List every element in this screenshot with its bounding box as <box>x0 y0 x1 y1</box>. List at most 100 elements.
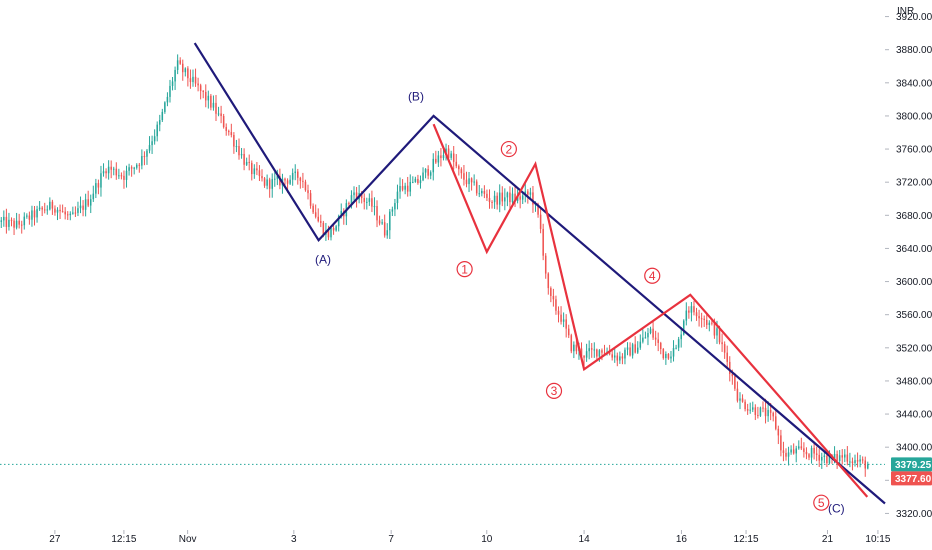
candle-body <box>859 459 861 462</box>
candle-body <box>739 398 741 401</box>
candle-body <box>828 455 831 464</box>
candle-body <box>5 216 8 227</box>
candle-body <box>169 85 171 97</box>
candle-body <box>97 183 100 188</box>
candle-body <box>826 455 828 464</box>
candle-body <box>716 328 718 336</box>
candle-body <box>621 356 624 359</box>
candle-body <box>148 145 151 151</box>
candle-body <box>184 68 187 73</box>
candle-body <box>805 451 808 455</box>
candle-body <box>297 171 299 178</box>
candle-body <box>151 141 153 146</box>
candle-body <box>478 193 481 195</box>
candle-body <box>473 181 475 183</box>
candle-body <box>10 219 13 221</box>
wave-label-circle <box>456 261 473 278</box>
candle-body <box>118 175 120 177</box>
candle-body <box>493 195 496 203</box>
secondary-price-tag-text: 3377.60 <box>895 474 932 485</box>
candle-body <box>348 203 350 205</box>
candle-body <box>207 95 210 101</box>
candle-body <box>28 215 31 220</box>
y-tick-label: 3440.00 <box>896 410 932 421</box>
candle-body <box>785 452 787 457</box>
candle-body <box>84 199 87 210</box>
wave-label: 4 <box>649 269 656 283</box>
candle-body <box>647 333 649 338</box>
x-tick-label: 7 <box>388 534 394 545</box>
candle-body <box>808 454 810 458</box>
candle-body <box>355 192 358 200</box>
candle-body <box>626 347 629 350</box>
candle-body <box>636 347 639 353</box>
y-tick-label: 3680.00 <box>896 211 932 222</box>
candle-body <box>844 454 846 458</box>
candle-body <box>450 153 452 158</box>
candle-body <box>762 407 764 409</box>
candle-body <box>836 453 838 462</box>
wave-label-circle <box>644 267 661 284</box>
candle-body <box>20 224 23 226</box>
candle-body <box>340 210 343 217</box>
wave-line-abc[interactable] <box>193 42 886 505</box>
candle-body <box>667 353 670 359</box>
candle-body <box>330 228 332 238</box>
candle-body <box>631 344 634 356</box>
candle-body <box>818 454 820 461</box>
candle-body <box>314 212 317 217</box>
candle-body <box>867 464 869 469</box>
candle-body <box>404 185 406 190</box>
candle-body <box>838 455 841 462</box>
candle-body <box>455 161 458 167</box>
candle-body <box>677 339 680 348</box>
candle-body <box>565 319 567 329</box>
candle-body <box>700 318 703 320</box>
candle-body <box>514 193 516 201</box>
candle-body <box>539 214 542 229</box>
candle-body <box>728 361 731 374</box>
candle-body <box>659 342 662 349</box>
candle-body <box>754 407 757 415</box>
candle-body <box>279 176 281 186</box>
candle-body <box>240 153 243 156</box>
candle-body <box>130 167 133 169</box>
candle-body <box>74 212 77 214</box>
candle-body <box>544 255 547 274</box>
x-tick-label: 10:15 <box>865 534 890 545</box>
candle-body <box>18 220 20 225</box>
y-tick-label: 3800.00 <box>896 111 932 122</box>
x-tick-label: 10 <box>481 534 493 545</box>
candle-body <box>560 314 562 322</box>
candle-body <box>746 409 749 411</box>
candle-body <box>705 319 708 325</box>
candle-body <box>56 209 59 213</box>
currency-label: INR <box>897 6 914 17</box>
candle-body <box>146 150 148 157</box>
candle-body <box>391 209 394 212</box>
candle-body <box>233 134 235 147</box>
time-axis[interactable]: 27 12:15 Nov 3 7 10 14 16 12:15 21 10:15 <box>49 530 891 545</box>
candle-body <box>158 120 161 125</box>
price-axis[interactable]: INR 3320.003360.003400.003440.003480.003… <box>885 6 932 520</box>
candle-body <box>775 416 777 429</box>
candle-body <box>516 196 519 201</box>
candle-body <box>294 171 296 173</box>
candle-body <box>542 228 544 256</box>
candle-body <box>662 348 665 359</box>
candle-body <box>291 172 294 180</box>
candle-body <box>412 181 414 183</box>
candle-body <box>810 447 813 458</box>
candle-body <box>141 156 143 166</box>
candle-body <box>596 349 598 357</box>
candle-body <box>135 164 138 168</box>
candle-body <box>166 96 169 103</box>
candle-body <box>734 376 736 389</box>
wave-line-impulse[interactable] <box>432 123 869 498</box>
candle-body <box>537 204 539 215</box>
x-tick-label: 3 <box>291 534 297 545</box>
candle-body <box>77 208 79 213</box>
candle-body <box>386 230 389 236</box>
